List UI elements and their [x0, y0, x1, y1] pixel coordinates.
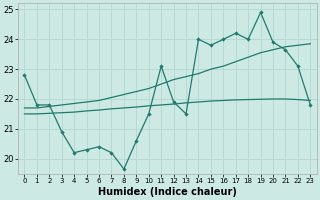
X-axis label: Humidex (Indice chaleur): Humidex (Indice chaleur) — [98, 187, 237, 197]
